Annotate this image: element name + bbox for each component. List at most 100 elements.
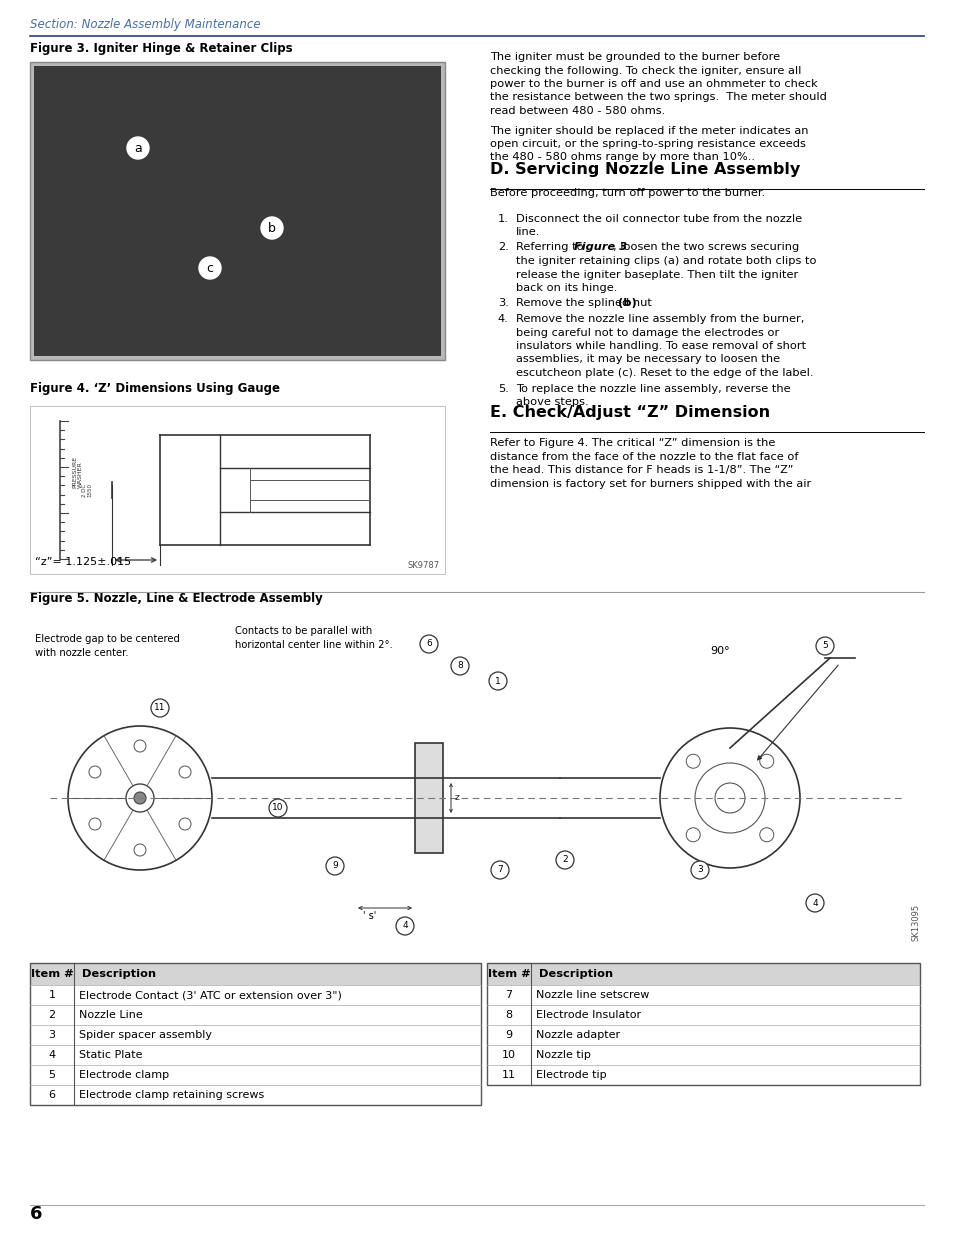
Text: Electrode clamp retaining screws: Electrode clamp retaining screws xyxy=(79,1091,264,1100)
Circle shape xyxy=(690,861,708,879)
Text: 5.: 5. xyxy=(497,384,508,394)
Text: 11: 11 xyxy=(501,1070,516,1079)
Text: “z”= 1.125±.015: “z”= 1.125±.015 xyxy=(35,557,131,567)
Text: To replace the nozzle line assembly, reverse the: To replace the nozzle line assembly, rev… xyxy=(516,384,790,394)
Text: 6: 6 xyxy=(49,1091,55,1100)
Text: release the igniter baseplate. Then tilt the igniter: release the igniter baseplate. Then tilt… xyxy=(516,269,798,279)
Text: 9: 9 xyxy=(505,1030,512,1040)
Text: 5: 5 xyxy=(821,641,827,651)
Text: Electrode tip: Electrode tip xyxy=(536,1070,606,1079)
Text: The igniter must be grounded to the burner before: The igniter must be grounded to the burn… xyxy=(490,52,780,62)
Text: Nozzle line setscrew: Nozzle line setscrew xyxy=(536,990,649,1000)
Text: 5: 5 xyxy=(49,1070,55,1079)
Circle shape xyxy=(491,861,509,879)
Text: Description: Description xyxy=(538,969,613,979)
Text: Static Plate: Static Plate xyxy=(79,1050,142,1060)
Text: 6: 6 xyxy=(30,1205,43,1223)
Text: (b): (b) xyxy=(618,299,637,309)
Text: 10: 10 xyxy=(501,1050,516,1060)
Circle shape xyxy=(151,699,169,718)
Circle shape xyxy=(556,851,574,869)
Text: Figure 4. ‘Z’ Dimensions Using Gauge: Figure 4. ‘Z’ Dimensions Using Gauge xyxy=(30,382,280,395)
Text: Section: Nozzle Assembly Maintenance: Section: Nozzle Assembly Maintenance xyxy=(30,19,260,31)
Text: read between 480 - 580 ohms.: read between 480 - 580 ohms. xyxy=(490,106,664,116)
Circle shape xyxy=(451,657,469,676)
Text: Item #: Item # xyxy=(487,969,530,979)
Text: 1.: 1. xyxy=(497,214,508,224)
Circle shape xyxy=(395,918,414,935)
Text: Electrode Contact (3' ATC or extension over 3"): Electrode Contact (3' ATC or extension o… xyxy=(79,990,341,1000)
Text: 2: 2 xyxy=(49,1010,55,1020)
Text: 3: 3 xyxy=(697,866,702,874)
Circle shape xyxy=(133,792,146,804)
Text: Electrode clamp: Electrode clamp xyxy=(79,1070,169,1079)
Circle shape xyxy=(419,635,437,653)
Text: back on its hinge.: back on its hinge. xyxy=(516,283,617,293)
Text: Remove the splined nut: Remove the splined nut xyxy=(516,299,655,309)
Text: above steps.: above steps. xyxy=(516,396,588,408)
Text: escutcheon plate (c). Reset to the edge of the label.: escutcheon plate (c). Reset to the edge … xyxy=(516,368,813,378)
Text: Figure 3: Figure 3 xyxy=(574,242,626,252)
Circle shape xyxy=(805,894,823,911)
Text: the head. This distance for F heads is 1-1/8”. The “Z”: the head. This distance for F heads is 1… xyxy=(490,466,793,475)
Text: Figure 3. Igniter Hinge & Retainer Clips: Figure 3. Igniter Hinge & Retainer Clips xyxy=(30,42,293,56)
Text: E. Check/Adjust “Z” Dimension: E. Check/Adjust “Z” Dimension xyxy=(490,405,769,420)
Text: 2.: 2. xyxy=(497,242,508,252)
Text: 8: 8 xyxy=(456,662,462,671)
Text: Remove the nozzle line assembly from the burner,: Remove the nozzle line assembly from the… xyxy=(516,314,803,324)
Bar xyxy=(486,963,919,1086)
Circle shape xyxy=(199,257,221,279)
Text: checking the following. To check the igniter, ensure all: checking the following. To check the ign… xyxy=(490,65,801,75)
Text: Electrode gap to be centered
with nozzle center.: Electrode gap to be centered with nozzle… xyxy=(35,634,180,658)
Text: 6: 6 xyxy=(426,640,432,648)
Text: power to the burner is off and use an ohmmeter to check: power to the burner is off and use an oh… xyxy=(490,79,817,89)
Bar xyxy=(30,963,480,986)
Text: 2: 2 xyxy=(561,856,567,864)
Text: D. Servicing Nozzle Line Assembly: D. Servicing Nozzle Line Assembly xyxy=(490,162,800,177)
Text: SK13095: SK13095 xyxy=(910,904,920,941)
Text: insulators while handling. To ease removal of short: insulators while handling. To ease remov… xyxy=(516,341,805,351)
Text: c: c xyxy=(206,262,213,274)
Circle shape xyxy=(489,672,506,690)
Text: 7: 7 xyxy=(497,866,502,874)
Text: b: b xyxy=(268,221,275,235)
Text: ' s': ' s' xyxy=(363,911,375,921)
Text: SK9787: SK9787 xyxy=(408,561,439,571)
Text: 11: 11 xyxy=(154,704,166,713)
Text: 1: 1 xyxy=(49,990,55,1000)
Text: Electrode Insulator: Electrode Insulator xyxy=(536,1010,640,1020)
Bar xyxy=(34,65,440,356)
Text: being careful not to damage the electrodes or: being careful not to damage the electrod… xyxy=(516,327,779,337)
Bar xyxy=(486,963,919,986)
Bar xyxy=(30,963,480,1105)
Text: assemblies, it may be necessary to loosen the: assemblies, it may be necessary to loose… xyxy=(516,354,780,364)
Text: Spider spacer assembly: Spider spacer assembly xyxy=(79,1030,212,1040)
Text: Nozzle Line: Nozzle Line xyxy=(79,1010,143,1020)
Text: PRESSURE
WASHER: PRESSURE WASHER xyxy=(71,456,83,488)
Text: Item #: Item # xyxy=(30,969,73,979)
Text: 4.: 4. xyxy=(497,314,508,324)
Text: 10: 10 xyxy=(272,804,283,813)
Text: 4: 4 xyxy=(811,899,817,908)
Text: 90°: 90° xyxy=(709,646,729,656)
Text: 3: 3 xyxy=(49,1030,55,1040)
Text: Z: Z xyxy=(455,795,459,802)
Circle shape xyxy=(326,857,344,876)
Circle shape xyxy=(815,637,833,655)
Bar xyxy=(30,62,444,359)
Bar xyxy=(30,616,923,951)
Text: 8: 8 xyxy=(505,1010,512,1020)
Text: Disconnect the oil connector tube from the nozzle: Disconnect the oil connector tube from t… xyxy=(516,214,801,224)
Text: dimension is factory set for burners shipped with the air: dimension is factory set for burners shi… xyxy=(490,479,810,489)
Text: 4: 4 xyxy=(402,921,407,930)
Text: Nozzle tip: Nozzle tip xyxy=(536,1050,590,1060)
Text: Refer to Figure 4. The critical “Z” dimension is the: Refer to Figure 4. The critical “Z” dime… xyxy=(490,438,775,448)
Text: The igniter should be replaced if the meter indicates an: The igniter should be replaced if the me… xyxy=(490,126,807,136)
Text: , loosen the two screws securing: , loosen the two screws securing xyxy=(613,242,799,252)
Text: Contacts to be parallel with
horizontal center line within 2°.: Contacts to be parallel with horizontal … xyxy=(234,626,393,650)
Text: Referring to: Referring to xyxy=(516,242,587,252)
Text: line.: line. xyxy=(516,227,539,237)
Text: 1: 1 xyxy=(495,677,500,685)
Bar xyxy=(415,743,442,853)
Text: the resistance between the two springs.  The meter should: the resistance between the two springs. … xyxy=(490,93,826,103)
